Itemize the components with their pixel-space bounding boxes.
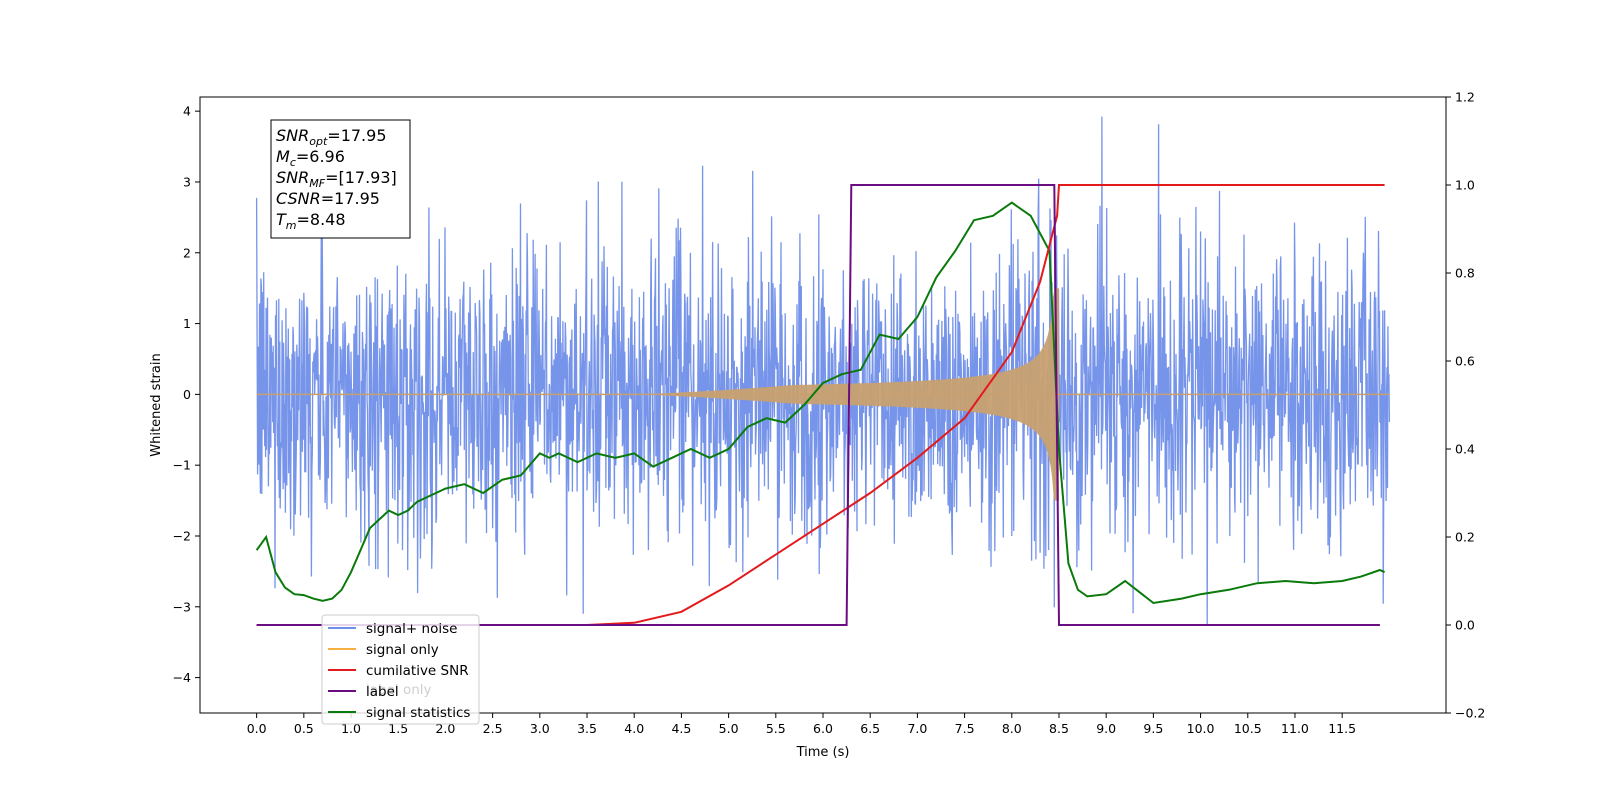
x-tick-label: 11.5 [1328, 721, 1356, 736]
annotation-box: SNRopt=17.95Mc=6.96SNRMF=[17.93]CSNR=17.… [270, 119, 411, 239]
x-tick-label: 4.5 [671, 721, 691, 736]
signal-only-series [256, 288, 1390, 501]
legend-hidden-text: label only [366, 682, 432, 698]
y-left-tick-label: −4 [173, 670, 191, 685]
y-left-tick-label: −1 [173, 458, 191, 473]
annotation-line: SNRMF=[17.93] [276, 168, 397, 190]
y-right-tick-label: 1.2 [1455, 90, 1475, 105]
annotation-line: Tm=8.48 [276, 210, 346, 232]
legend-label: signal statistics [366, 705, 470, 721]
x-tick-label: 2.5 [483, 721, 503, 736]
y-left-tick-label: 3 [183, 174, 191, 189]
x-tick-label: 6.0 [813, 721, 833, 736]
y-left-tick-label: 1 [183, 316, 191, 331]
x-tick-label: 5.5 [766, 721, 786, 736]
y-left-tick-label: 2 [183, 245, 191, 260]
y-axis-label: Whitened strain [149, 353, 164, 456]
y-right-tick-label: 0.0 [1455, 618, 1475, 633]
y-right-tick-label: 0.6 [1455, 354, 1475, 369]
x-tick-label: 2.0 [435, 721, 455, 736]
x-tick-label: 11.0 [1281, 721, 1309, 736]
legend-label: signal only [366, 642, 439, 658]
signal-only-chirp [643, 288, 1059, 501]
y-left-tick-label: −2 [173, 528, 191, 543]
x-tick-label: 0.0 [247, 721, 267, 736]
x-tick-label: 0.5 [294, 721, 314, 736]
x-tick-label: 7.5 [955, 721, 975, 736]
right-axis-series [255, 184, 1386, 626]
y-right-tick-label: 0.8 [1455, 266, 1475, 281]
x-tick-label: 1.5 [388, 721, 408, 736]
x-tick-label: 4.0 [624, 721, 644, 736]
annotation-line: CSNR=17.95 [276, 189, 380, 208]
y-axis-right: 1.2 1.0 0.8 0.6 0.4 0.2 0.0 −0.2 [1446, 90, 1485, 721]
y-right-tick-label: −0.2 [1455, 706, 1485, 721]
signal-noise-line [255, 116, 1391, 625]
y-axis-left: 4 3 2 1 0 −1 −2 −3 −4 [173, 104, 200, 685]
legend-label: cumilative SNR [366, 663, 469, 679]
x-tick-label: 6.5 [860, 721, 880, 736]
legend: label only signal+ noise signal only cumila… [321, 614, 480, 725]
signal-noise-series [255, 116, 1391, 625]
x-tick-label: 7.0 [907, 721, 927, 736]
x-tick-label: 9.5 [1143, 721, 1163, 736]
y-right-tick-label: 0.2 [1455, 530, 1475, 545]
legend-label: label [366, 684, 399, 700]
series-line-cumilative-snr [256, 184, 1385, 626]
x-tick-label: 10.0 [1187, 721, 1215, 736]
annotation-line: Mc=6.96 [276, 147, 345, 169]
y-left-tick-label: 4 [183, 104, 191, 119]
x-tick-label: 3.0 [530, 721, 550, 736]
x-tick-label: 9.0 [1096, 721, 1116, 736]
annotation-frame [270, 119, 411, 239]
x-axis-label: Time (s) [796, 745, 850, 760]
x-tick-label: 8.0 [1002, 721, 1022, 736]
y-left-tick-label: 0 [183, 387, 191, 402]
x-tick-label: 8.5 [1049, 721, 1069, 736]
x-tick-label: 1.0 [341, 721, 361, 736]
x-tick-label: 5.0 [719, 721, 739, 736]
annotation-line: SNRopt=17.95 [276, 126, 387, 148]
x-tick-label: 10.5 [1234, 721, 1262, 736]
x-tick-label: 3.5 [577, 721, 597, 736]
y-left-tick-label: −3 [173, 599, 191, 614]
x-axis: 0.0 0.5 1.0 1.5 2.0 2.5 3.0 3.5 4.0 4.5 5.0 5.5 6.0 6… [247, 713, 1356, 736]
series-line-signal-statistics [255, 201, 1386, 605]
series-line-label [256, 184, 1380, 626]
y-right-tick-label: 0.4 [1455, 442, 1475, 457]
legend-label: signal+ noise [366, 621, 457, 637]
y-right-tick-label: 1.0 [1455, 178, 1475, 193]
legend-frame [321, 614, 480, 725]
